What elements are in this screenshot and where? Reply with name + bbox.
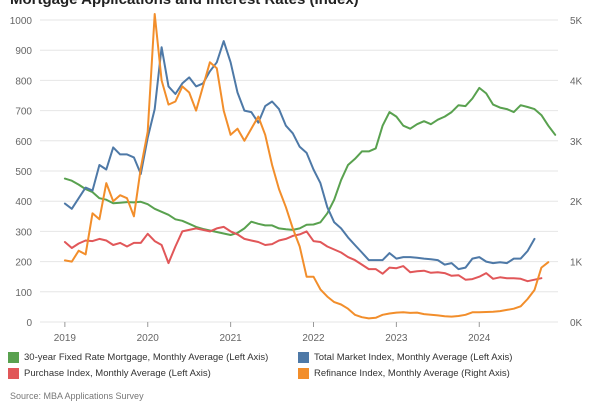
- source-note: Source: MBA Applications Survey: [10, 391, 144, 401]
- x-tick-label: 2022: [302, 333, 325, 344]
- legend: 30-year Fixed Rate Mortgage, Monthly Ave…: [8, 352, 598, 388]
- right-axis-ticks: 0K 1K 2K 3K 4K 5K: [570, 16, 583, 329]
- legend-swatch: [8, 352, 19, 363]
- right-tick-label: 4K: [570, 76, 583, 87]
- left-tick-label: 300: [15, 227, 32, 238]
- left-tick-label: 900: [15, 46, 32, 57]
- legend-label: 30-year Fixed Rate Mortgage, Monthly Ave…: [24, 352, 269, 363]
- legend-item-refinance: Refinance Index, Monthly Average (Right …: [298, 368, 510, 379]
- right-tick-label: 0K: [570, 318, 583, 329]
- legend-item-purchase: Purchase Index, Monthly Average (Left Ax…: [8, 368, 211, 379]
- x-tick-label: 2020: [137, 333, 160, 344]
- left-tick-label: 0: [26, 318, 32, 329]
- fixed30-series-line: [63, 86, 557, 236]
- left-tick-label: 100: [15, 288, 32, 299]
- x-tick-label: 2024: [468, 333, 491, 344]
- legend-swatch: [8, 368, 19, 379]
- x-tick-label: 2019: [54, 333, 77, 344]
- left-tick-label: 200: [15, 258, 32, 269]
- legend-item-total: Total Market Index, Monthly Average (Lef…: [298, 352, 512, 363]
- left-tick-label: 1000: [10, 16, 33, 27]
- left-tick-label: 400: [15, 197, 32, 208]
- left-tick-label: 500: [15, 167, 32, 178]
- total-series-line: [63, 40, 536, 271]
- right-tick-label: 2K: [570, 197, 583, 208]
- left-tick-label: 700: [15, 107, 32, 118]
- x-tick-label: 2023: [385, 333, 408, 344]
- legend-swatch: [298, 352, 309, 363]
- legend-item-fixed30: 30-year Fixed Rate Mortgage, Monthly Ave…: [8, 352, 268, 363]
- left-tick-label: 600: [15, 137, 32, 148]
- purchase-series-line: [63, 225, 543, 283]
- x-tick-label: 2021: [219, 333, 242, 344]
- chart-title: Mortgage Applications and Interest Rates…: [10, 0, 359, 8]
- legend-label: Total Market Index, Monthly Average (Lef…: [314, 352, 513, 363]
- legend-label: Purchase Index, Monthly Average (Left Ax…: [24, 368, 211, 379]
- right-tick-label: 3K: [570, 137, 583, 148]
- left-axis-ticks: 0 100 200 300 400 500 600 700 800 900 1000: [10, 16, 33, 329]
- legend-label: Refinance Index, Monthly Average (Right …: [314, 368, 510, 379]
- refinance-series-line: [63, 13, 550, 320]
- right-tick-label: 1K: [570, 258, 583, 269]
- x-axis-ticks: 2019 2020 2021 2022 2023 2024: [54, 322, 491, 344]
- line-chart: 0 100 200 300 400 500 600 700 800 900 1000 0K 1K 2K 3…: [10, 13, 583, 344]
- left-tick-label: 800: [15, 76, 32, 87]
- legend-swatch: [298, 368, 309, 379]
- series-lines: [63, 13, 557, 320]
- right-tick-label: 5K: [570, 16, 583, 27]
